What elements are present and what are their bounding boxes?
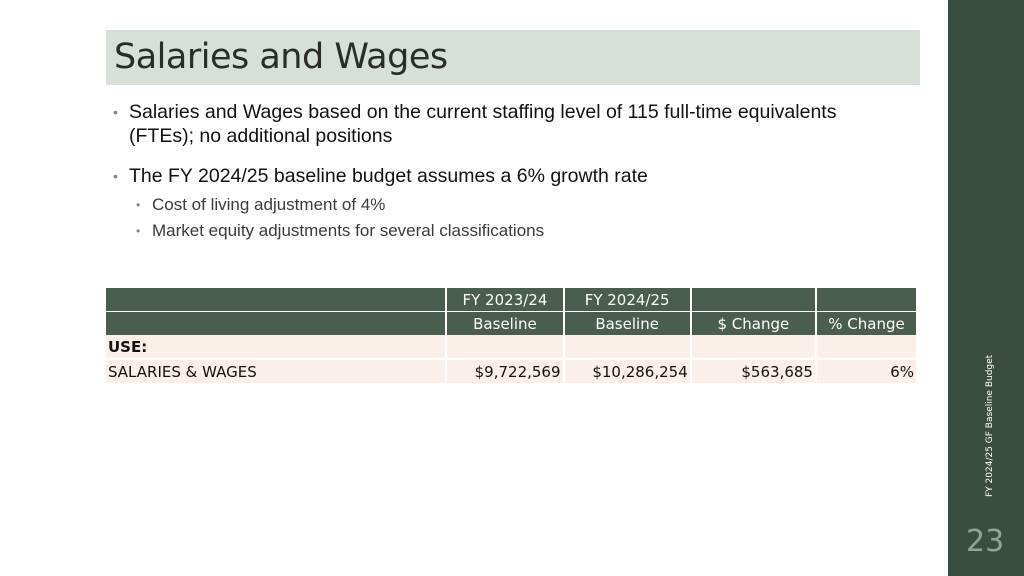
table-header-row: FY 2023/24 FY 2024/25 <box>106 288 916 311</box>
side-label: FY 2024/25 GF Baseline Budget <box>985 354 995 497</box>
header-cell-pct-change: % Change <box>816 311 916 335</box>
header-cell-label <box>106 288 446 311</box>
section-label: USE: <box>106 335 446 360</box>
sidebar <box>948 0 1024 576</box>
title-bar: Salaries and Wages <box>106 30 920 85</box>
header-cell-label <box>106 311 446 335</box>
header-cell-fy2324-baseline: Baseline <box>447 311 563 335</box>
table-cell <box>816 335 916 360</box>
value-pct-change: 6% <box>816 360 916 383</box>
slide-title: Salaries and Wages <box>114 37 448 77</box>
sub-bullet-1-text: Cost of living adjustment of 4% <box>152 195 386 214</box>
page-number: 23 <box>966 524 1005 559</box>
bullet-list: • Salaries and Wages based on the curren… <box>113 100 873 244</box>
bullet-dot-icon: • <box>113 168 118 184</box>
header-cell-pct <box>816 288 916 311</box>
value-change: $563,685 <box>691 360 815 383</box>
header-cell-fy2425-baseline: Baseline <box>564 311 690 335</box>
sub-bullet-1: • Cost of living adjustment of 4% <box>136 192 873 218</box>
bullet-2-text: The FY 2024/25 baseline budget assumes a… <box>129 165 648 187</box>
value-fy2425: $10,286,254 <box>564 360 690 383</box>
bullet-1-text: Salaries and Wages based on the current … <box>129 101 837 147</box>
value-fy2324: $9,722,569 <box>447 360 563 383</box>
table-cell <box>447 335 563 360</box>
table-header-row: Baseline Baseline $ Change % Change <box>106 311 916 335</box>
row-label: SALARIES & WAGES <box>106 360 446 383</box>
header-cell-fy2324: FY 2023/24 <box>447 288 563 311</box>
table-row: USE: <box>106 335 916 360</box>
table-cell <box>691 335 815 360</box>
sub-bullet-dot-icon: • <box>136 224 141 238</box>
header-cell-change <box>691 288 815 311</box>
bullet-1: • Salaries and Wages based on the curren… <box>113 100 873 148</box>
sub-bullet-2: • Market equity adjustments for several … <box>136 218 873 244</box>
table-row: SALARIES & WAGES $9,722,569 $10,286,254 … <box>106 360 916 383</box>
table-cell <box>564 335 690 360</box>
sub-bullet-2-text: Market equity adjustments for several cl… <box>152 221 545 240</box>
bullet-dot-icon: • <box>113 104 118 120</box>
sub-bullet-dot-icon: • <box>136 198 141 212</box>
bullet-2: • The FY 2024/25 baseline budget assumes… <box>113 164 873 188</box>
budget-table: FY 2023/24 FY 2024/25 Baseline Baseline … <box>104 288 918 383</box>
header-cell-dollar-change: $ Change <box>691 311 815 335</box>
header-cell-fy2425: FY 2024/25 <box>564 288 690 311</box>
